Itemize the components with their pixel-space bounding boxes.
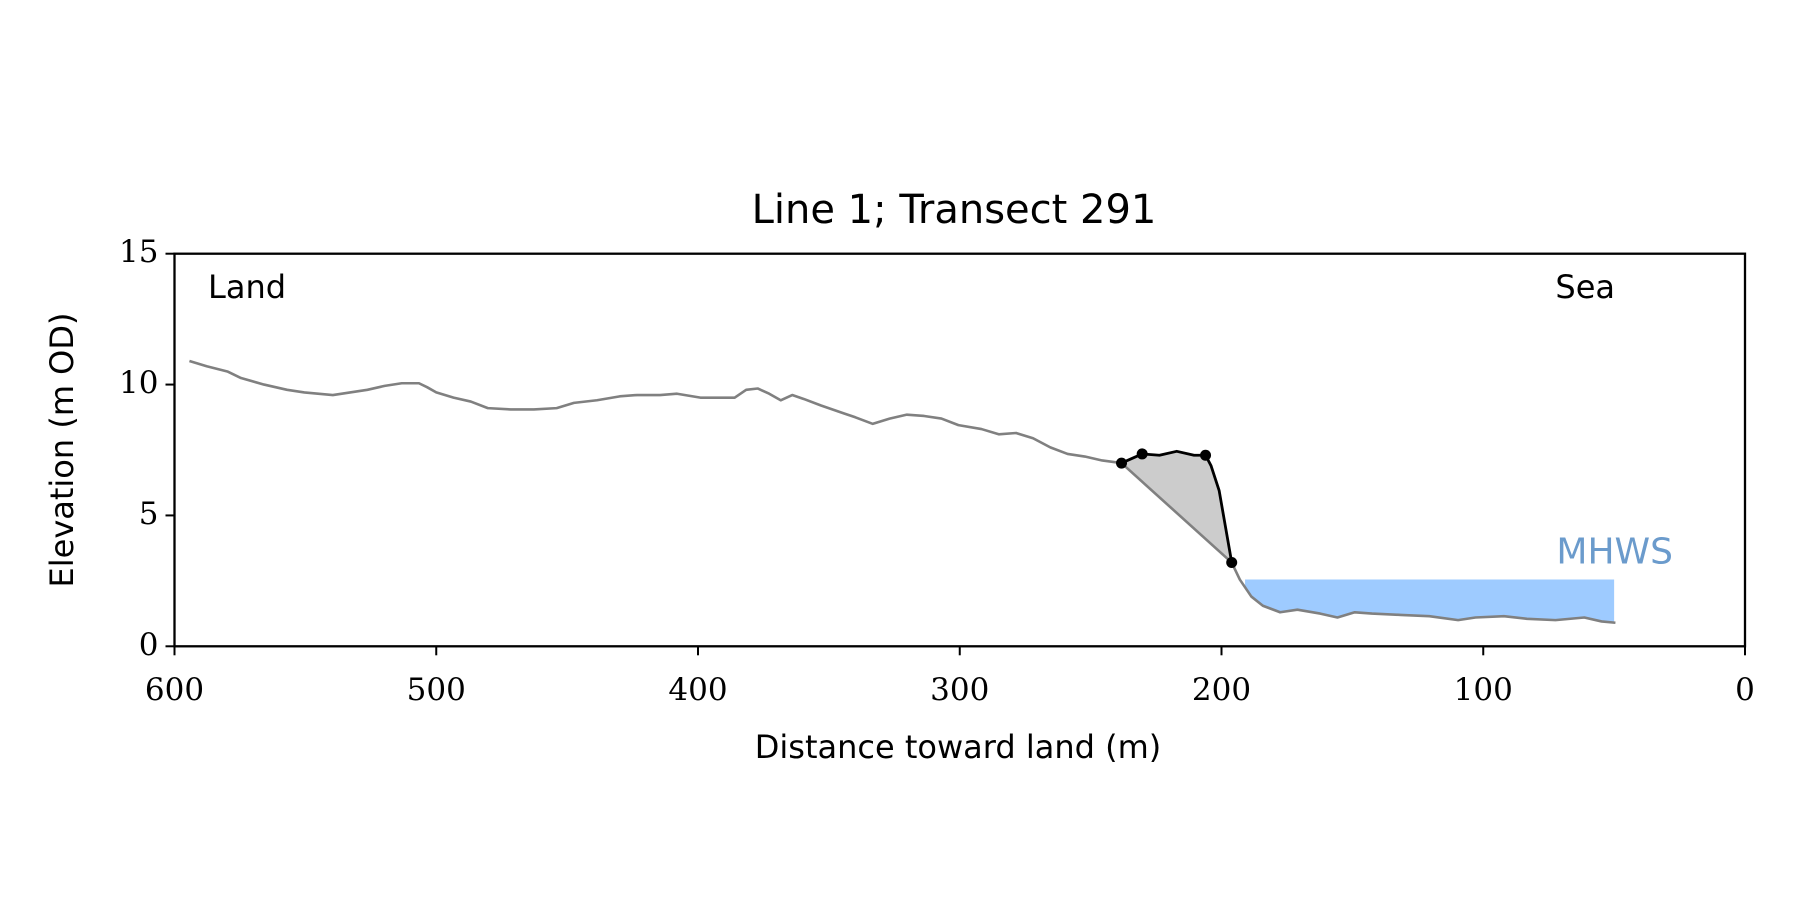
x-axis-label: Distance toward land (m) [755,728,1161,766]
point [1136,448,1148,460]
chart-title: Line 1; Transect 291 [752,187,1157,233]
y-tick-label: 10 [119,365,158,401]
annotation: Land [208,268,286,306]
y-tick-label: 0 [139,627,159,663]
x-tick-label: 400 [668,672,727,708]
profile-line [189,359,1616,625]
mhws-label: MHWS [1556,532,1673,573]
x-tick-label: 0 [1735,672,1755,708]
x-tick-label: 100 [1454,672,1513,708]
y-axis-label: Elevation (m OD) [43,313,81,588]
y-tick-label: 5 [139,496,159,532]
point [1226,557,1238,569]
x-tick-label: 300 [930,672,989,708]
point [1200,449,1212,461]
mhws-band [1245,579,1615,623]
profile-line [1120,449,1234,563]
x-tick-label: 600 [145,672,204,708]
annotation: Sea [1555,268,1615,306]
y-tick-label: 15 [119,234,158,270]
x-tick-label: 200 [1192,672,1251,708]
cliff-fill [1121,451,1232,563]
point [1116,457,1128,469]
x-tick-label: 500 [407,672,466,708]
